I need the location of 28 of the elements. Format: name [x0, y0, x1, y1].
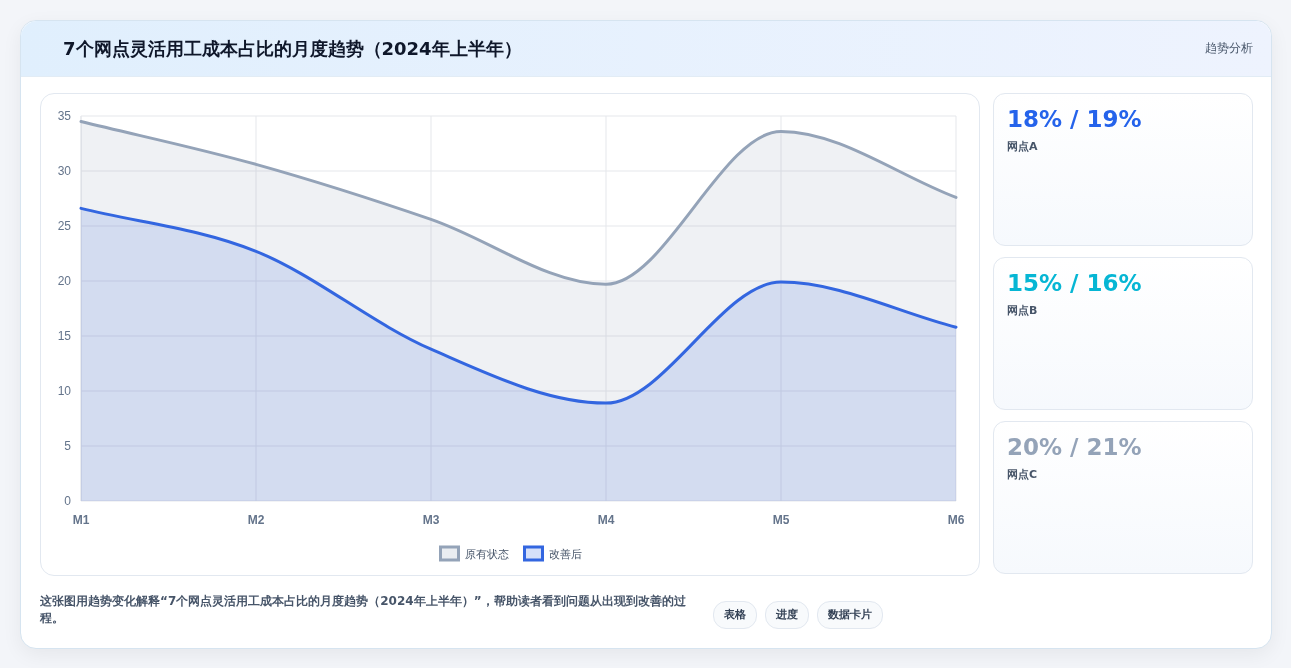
text: 这张图用趋势变化解释“7个网点灵活用工成本占比的月度趋势（2024年上半年）”，帮助读者看到问题从出现到改善的过程。	[40, 593, 687, 627]
text: 15% / 16%	[1007, 270, 1142, 296]
y-tick-label: 15	[57, 329, 72, 343]
y-tick-label: 25	[57, 219, 72, 233]
text: 20% / 21%	[1007, 434, 1142, 460]
legend-label: 原有状态	[464, 548, 509, 561]
legend-label: 改善后	[548, 548, 582, 561]
chart-title: 7个网点灵活用工成本占比的月度趋势（2024年上半年）	[63, 37, 522, 61]
x-tick-label: M4	[597, 513, 615, 527]
y-tick-label: 5	[64, 439, 72, 453]
text: 趋势分析	[1205, 40, 1253, 57]
text: 进度	[765, 601, 809, 629]
x-tick-label: M3	[422, 513, 440, 527]
y-tick-label: 30	[57, 164, 72, 178]
x-tick-label: M5	[772, 513, 790, 527]
y-tick-label: 35	[57, 109, 72, 123]
text: 网点B	[1007, 303, 1038, 318]
y-tick-label: 10	[57, 384, 72, 398]
text: 表格	[713, 601, 757, 629]
x-tick-label: M6	[947, 513, 965, 527]
text: 18% / 19%	[1007, 106, 1142, 132]
y-tick-label: 0	[64, 494, 72, 508]
text: 网点A	[1007, 139, 1038, 154]
x-tick-label: M1	[72, 513, 90, 527]
text: 网点C	[1007, 467, 1038, 482]
text: 数据卡片	[817, 601, 883, 629]
x-tick-label: M2	[247, 513, 265, 527]
y-tick-label: 20	[57, 274, 72, 288]
